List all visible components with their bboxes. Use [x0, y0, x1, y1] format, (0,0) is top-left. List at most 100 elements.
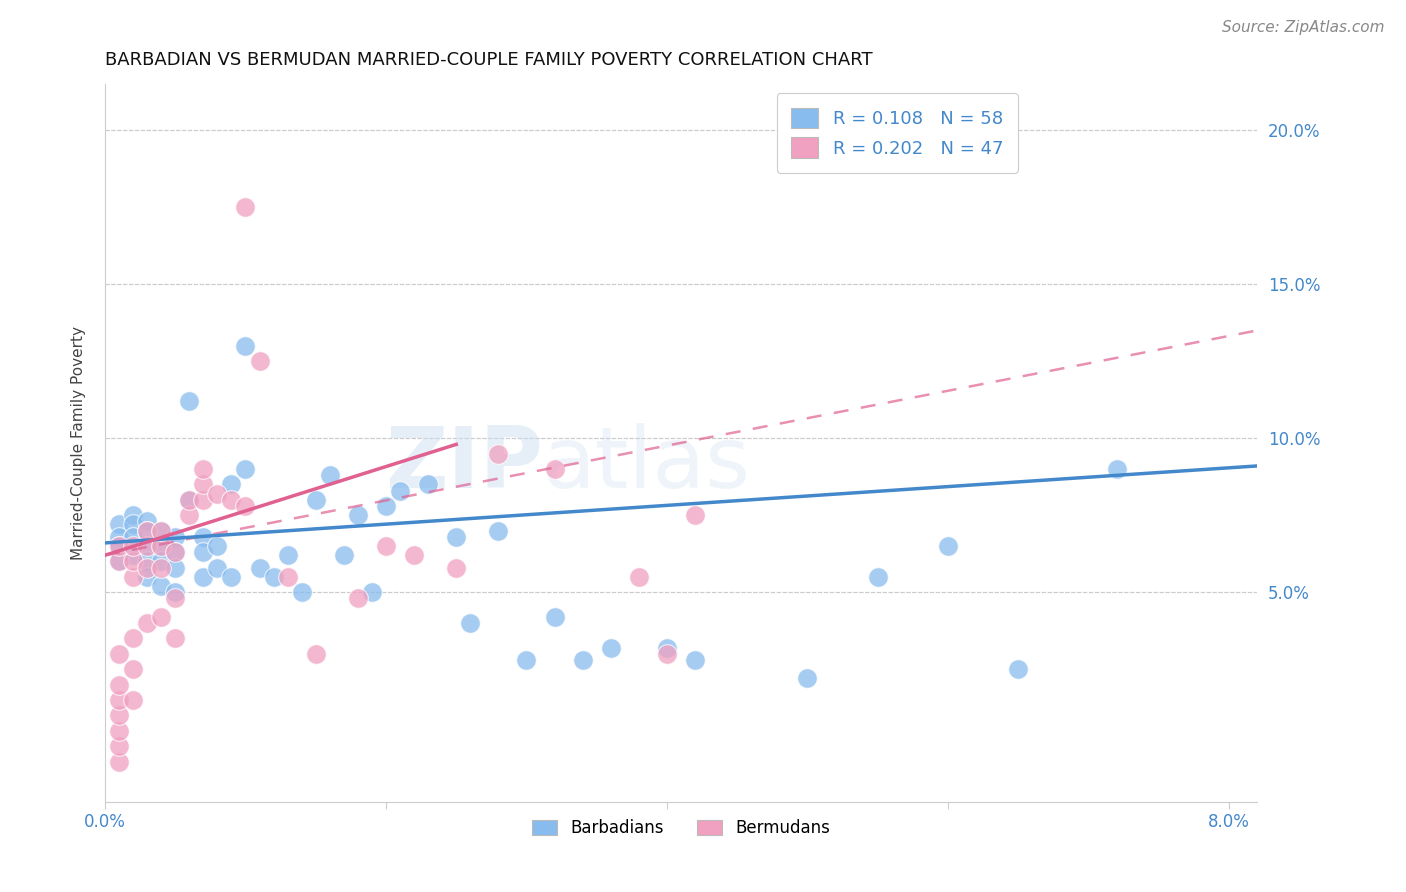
Point	[193, 530, 215, 544]
Point	[165, 530, 187, 544]
Point	[207, 539, 229, 553]
Point	[108, 539, 131, 553]
Point	[165, 632, 187, 646]
Point	[515, 653, 537, 667]
Point	[165, 545, 187, 559]
Point	[936, 539, 959, 553]
Point	[458, 615, 481, 630]
Point	[277, 570, 299, 584]
Point	[291, 585, 314, 599]
Point	[122, 554, 145, 568]
Point	[150, 524, 173, 538]
Point	[122, 632, 145, 646]
Point	[165, 560, 187, 574]
Point	[150, 524, 173, 538]
Point	[207, 560, 229, 574]
Point	[150, 610, 173, 624]
Point	[305, 647, 328, 661]
Text: atlas: atlas	[543, 423, 751, 506]
Point	[193, 570, 215, 584]
Point	[108, 708, 131, 723]
Point	[165, 585, 187, 599]
Point	[122, 662, 145, 676]
Point	[221, 477, 243, 491]
Text: Source: ZipAtlas.com: Source: ZipAtlas.com	[1222, 20, 1385, 35]
Point	[655, 640, 678, 655]
Point	[136, 560, 159, 574]
Point	[361, 585, 384, 599]
Point	[277, 548, 299, 562]
Point	[136, 524, 159, 538]
Point	[375, 499, 398, 513]
Point	[543, 610, 565, 624]
Point	[193, 477, 215, 491]
Point	[150, 554, 173, 568]
Point	[108, 723, 131, 738]
Point	[108, 693, 131, 707]
Point	[108, 554, 131, 568]
Point	[249, 560, 271, 574]
Point	[235, 499, 257, 513]
Y-axis label: Married-Couple Family Poverty: Married-Couple Family Poverty	[72, 326, 86, 560]
Point	[193, 462, 215, 476]
Point	[122, 570, 145, 584]
Point	[683, 508, 706, 523]
Text: ZIP: ZIP	[385, 423, 543, 506]
Point	[486, 447, 509, 461]
Point	[122, 530, 145, 544]
Point	[108, 554, 131, 568]
Point	[655, 647, 678, 661]
Point	[683, 653, 706, 667]
Point	[235, 462, 257, 476]
Point	[319, 468, 342, 483]
Point	[235, 200, 257, 214]
Point	[796, 672, 818, 686]
Point	[375, 539, 398, 553]
Point	[179, 492, 201, 507]
Point	[136, 539, 159, 553]
Point	[193, 545, 215, 559]
Point	[627, 570, 650, 584]
Point	[486, 524, 509, 538]
Point	[389, 483, 412, 498]
Point	[571, 653, 593, 667]
Point	[122, 508, 145, 523]
Point	[347, 508, 370, 523]
Point	[136, 539, 159, 553]
Point	[108, 517, 131, 532]
Point	[108, 530, 131, 544]
Point	[444, 560, 467, 574]
Point	[333, 548, 356, 562]
Point	[249, 354, 271, 368]
Point	[263, 570, 285, 584]
Point	[122, 548, 145, 562]
Point	[418, 477, 440, 491]
Point	[543, 462, 565, 476]
Point	[221, 570, 243, 584]
Point	[122, 693, 145, 707]
Point	[108, 539, 131, 553]
Point	[347, 591, 370, 606]
Point	[207, 486, 229, 500]
Point	[599, 640, 621, 655]
Point	[150, 539, 173, 553]
Point	[108, 677, 131, 691]
Point	[165, 545, 187, 559]
Point	[193, 492, 215, 507]
Point	[108, 647, 131, 661]
Point	[221, 492, 243, 507]
Point	[136, 514, 159, 528]
Legend: Barbadians, Bermudans: Barbadians, Bermudans	[526, 812, 837, 844]
Point	[136, 554, 159, 568]
Point	[179, 394, 201, 409]
Point	[150, 560, 173, 574]
Point	[179, 492, 201, 507]
Point	[404, 548, 426, 562]
Text: BARBADIAN VS BERMUDAN MARRIED-COUPLE FAMILY POVERTY CORRELATION CHART: BARBADIAN VS BERMUDAN MARRIED-COUPLE FAM…	[105, 51, 873, 69]
Point	[122, 517, 145, 532]
Point	[108, 755, 131, 769]
Point	[866, 570, 889, 584]
Point	[165, 591, 187, 606]
Point	[136, 570, 159, 584]
Point	[305, 492, 328, 507]
